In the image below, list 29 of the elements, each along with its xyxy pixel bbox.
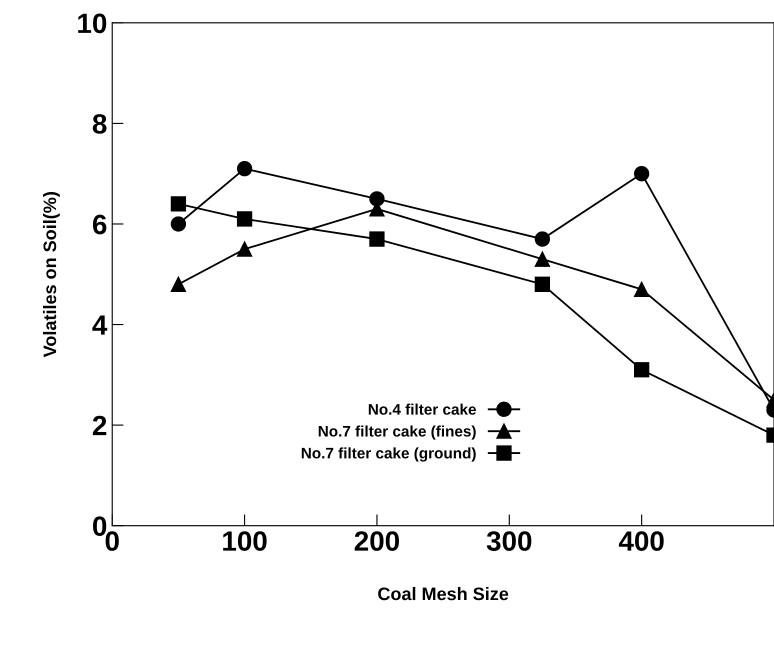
y-tick-label: 2 [92,416,106,436]
point [369,191,385,206]
legend-label: No.7 filter cake (fines) [318,425,476,440]
y-tick-label: 10 [78,14,106,34]
x-tick-label: 100 [223,531,267,551]
point [534,231,550,247]
point [236,241,252,257]
x-tick-label: 200 [354,531,399,551]
point [534,276,550,292]
point [170,196,186,212]
point [534,252,550,267]
x-tick-label: 400 [618,531,664,551]
legend-label: No.7 filter cake (ground) [302,447,476,462]
x-tick-label: 300 [486,531,532,551]
point [634,282,650,297]
x-axis-title: Coal Mesh Size [378,586,508,600]
y-tick-label: 4 [92,315,108,335]
y-tick-label: 8 [92,114,107,134]
point [170,276,186,292]
y-tick-label: 6 [92,214,106,234]
y-axis-title: Volatiles on Soil(%) [42,192,60,358]
legend-label: No.4 filter cake [368,404,476,415]
point [236,211,252,227]
point [170,216,186,232]
point [634,362,650,378]
point [369,231,385,247]
y-tick-label: 0 [93,516,106,536]
point [634,166,650,182]
point [236,161,252,176]
